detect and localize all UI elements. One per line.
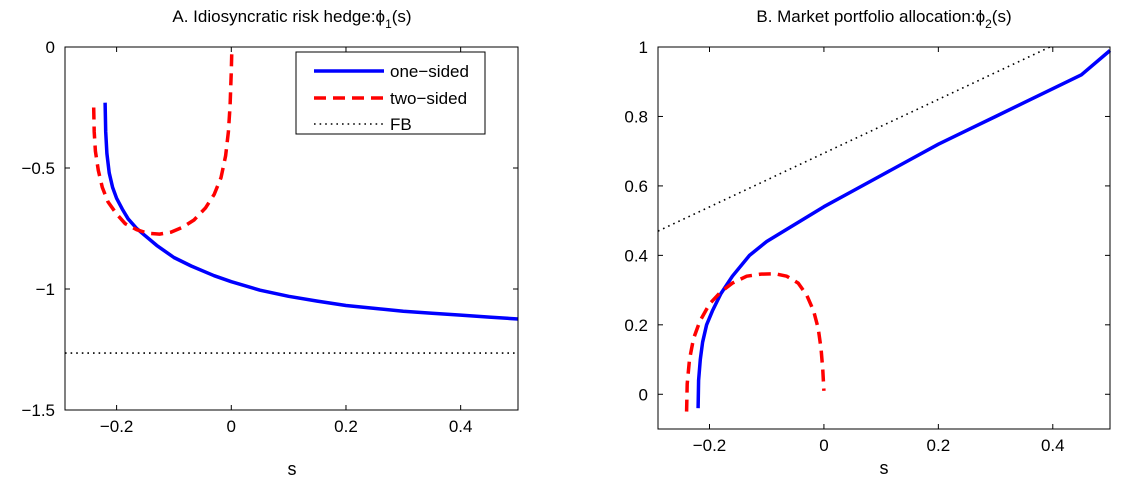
panel-a-xtick-label: 0.4 <box>449 417 473 436</box>
panel-b-series-fb <box>657 46 1051 232</box>
panel-b-ytick-label: 0.4 <box>624 246 648 265</box>
panel-a-xtick-label: 0 <box>227 417 236 436</box>
panel-b-ytick-label: 0 <box>639 385 648 404</box>
panel-b-ytick-label: 0.2 <box>624 316 648 335</box>
panel-a: A. Idiosyncratic risk hedge:ϕ1(s) s −0.2… <box>21 7 519 479</box>
panel-b-title-suffix: (s) <box>992 7 1012 26</box>
legend-box <box>295 51 486 135</box>
panel-b-xtick-label: 0.4 <box>1041 436 1065 455</box>
panel-a-title-suffix: (s) <box>392 7 412 26</box>
panel-b-ticks: −0.2 0 0.2 0.4 0 0.2 0.4 0.6 0.8 1 <box>624 38 1110 455</box>
panel-b-ytick-label: 0.6 <box>624 177 648 196</box>
panel-b-title-subscript: 2 <box>985 17 992 31</box>
panel-a-title: A. Idiosyncratic risk hedge:ϕ1(s) <box>172 7 411 31</box>
legend-label-fb: FB <box>390 115 412 134</box>
panel-b-series-two-sided <box>684 272 826 412</box>
panel-b-title: B. Market portfolio allocation:ϕ2(s) <box>756 7 1011 31</box>
legend: one−sided two−sided FB <box>295 51 486 135</box>
panel-a-lines <box>65 46 519 354</box>
panel-b-series-one-sided <box>696 49 1112 409</box>
panel-a-ticks: −0.2 0 0.2 0.4 −1.5 −1 −0.5 0 <box>21 38 518 436</box>
panel-b-xtick-label: −0.2 <box>693 436 727 455</box>
legend-label-one-sided: one−sided <box>390 62 469 81</box>
panel-b-lines <box>657 46 1112 412</box>
panel-a-series-two-sided <box>91 46 234 236</box>
panel-b-xlabel: s <box>880 458 889 478</box>
panel-b: B. Market portfolio allocation:ϕ2(s) s −… <box>624 7 1112 478</box>
panel-b-title-symbol: ϕ <box>976 7 986 26</box>
panel-a-title-symbol: ϕ <box>376 7 386 26</box>
panel-a-axes-frame <box>64 46 519 411</box>
panel-a-series-one-sided <box>103 102 519 321</box>
panel-a-xtick-label: 0.2 <box>334 417 358 436</box>
panel-b-ytick-label: 0.8 <box>624 107 648 126</box>
panel-a-ytick-label: 0 <box>46 38 55 57</box>
panel-b-xtick-label: 0.2 <box>927 436 951 455</box>
panel-a-title-subscript: 1 <box>385 17 392 31</box>
legend-label-two-sided: two−sided <box>390 89 467 108</box>
panel-a-ytick-label: −1.5 <box>21 401 55 420</box>
panel-a-ytick-label: −0.5 <box>21 159 55 178</box>
panel-b-ytick-label: 1 <box>639 38 648 57</box>
panel-b-xtick-label: 0 <box>819 436 828 455</box>
panel-a-xlabel: s <box>288 459 297 479</box>
panel-a-xtick-label: −0.2 <box>100 417 134 436</box>
panel-b-axes-frame <box>657 46 1111 430</box>
panel-a-ytick-label: −1 <box>36 280 55 299</box>
